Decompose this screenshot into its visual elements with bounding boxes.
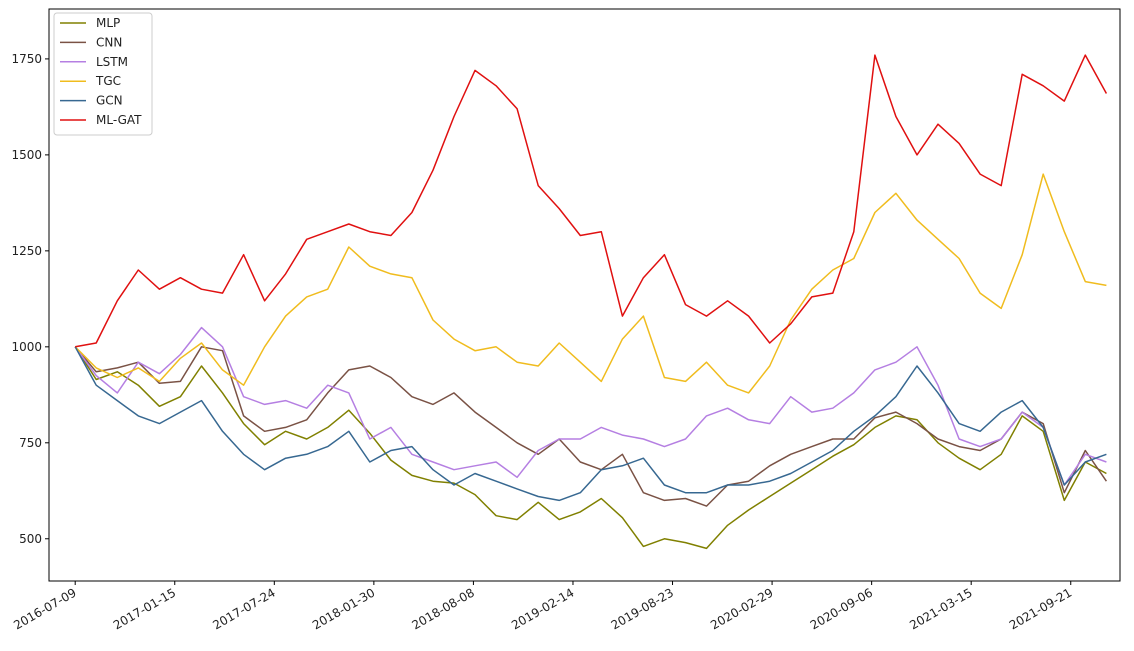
series-line-lstm (74, 326, 1107, 486)
x-axis: 2016-07-09 2017-01-15 2017-07-24 2018-01-30… (11, 581, 1074, 632)
x-tick-label: 2019-02-14 (509, 585, 576, 632)
series-lines (74, 54, 1108, 550)
legend-box (53, 12, 153, 136)
legend-label: LSTM (96, 55, 128, 69)
legend-label: ML-GAT (96, 113, 142, 127)
series-line-ml-gat (75, 54, 1108, 348)
x-tick-label: 2021-03-15 (907, 585, 974, 632)
y-axis: 500 750 1000 1250 1500 1750 (11, 52, 49, 546)
x-tick-label: 2018-01-30 (310, 585, 377, 632)
y-tick-label: 500 (19, 532, 42, 546)
y-tick-label: 1250 (11, 244, 42, 258)
legend-label: GCN (96, 94, 123, 108)
y-tick-label: 1500 (11, 148, 42, 162)
legend: MLP CNN LSTM TGC GCN ML-GAT (53, 12, 153, 136)
y-tick-label: 750 (19, 436, 42, 450)
plot-area (48, 8, 1121, 582)
x-tick-label: 2019-08-23 (609, 585, 676, 632)
x-tick-label: 2018-08-08 (410, 585, 477, 632)
series-line-mlp (74, 346, 1107, 550)
legend-label: CNN (96, 35, 122, 49)
x-tick-label: 2017-07-24 (210, 585, 277, 632)
legend-label: TGC (95, 74, 121, 88)
series-line-gcn (74, 346, 1107, 502)
x-tick-label: 2020-02-29 (708, 585, 775, 632)
y-tick-label: 1750 (11, 52, 42, 66)
x-tick-label: 2020-09-06 (808, 585, 875, 632)
series-line-tgc (74, 173, 1107, 394)
x-tick-label: 2016-07-09 (11, 585, 78, 632)
series-line-cnn (74, 346, 1108, 507)
y-tick-label: 1000 (11, 340, 42, 354)
x-tick-label: 2021-09-21 (1007, 585, 1074, 632)
legend-label: MLP (96, 16, 120, 30)
x-tick-label: 2017-01-15 (111, 585, 178, 632)
